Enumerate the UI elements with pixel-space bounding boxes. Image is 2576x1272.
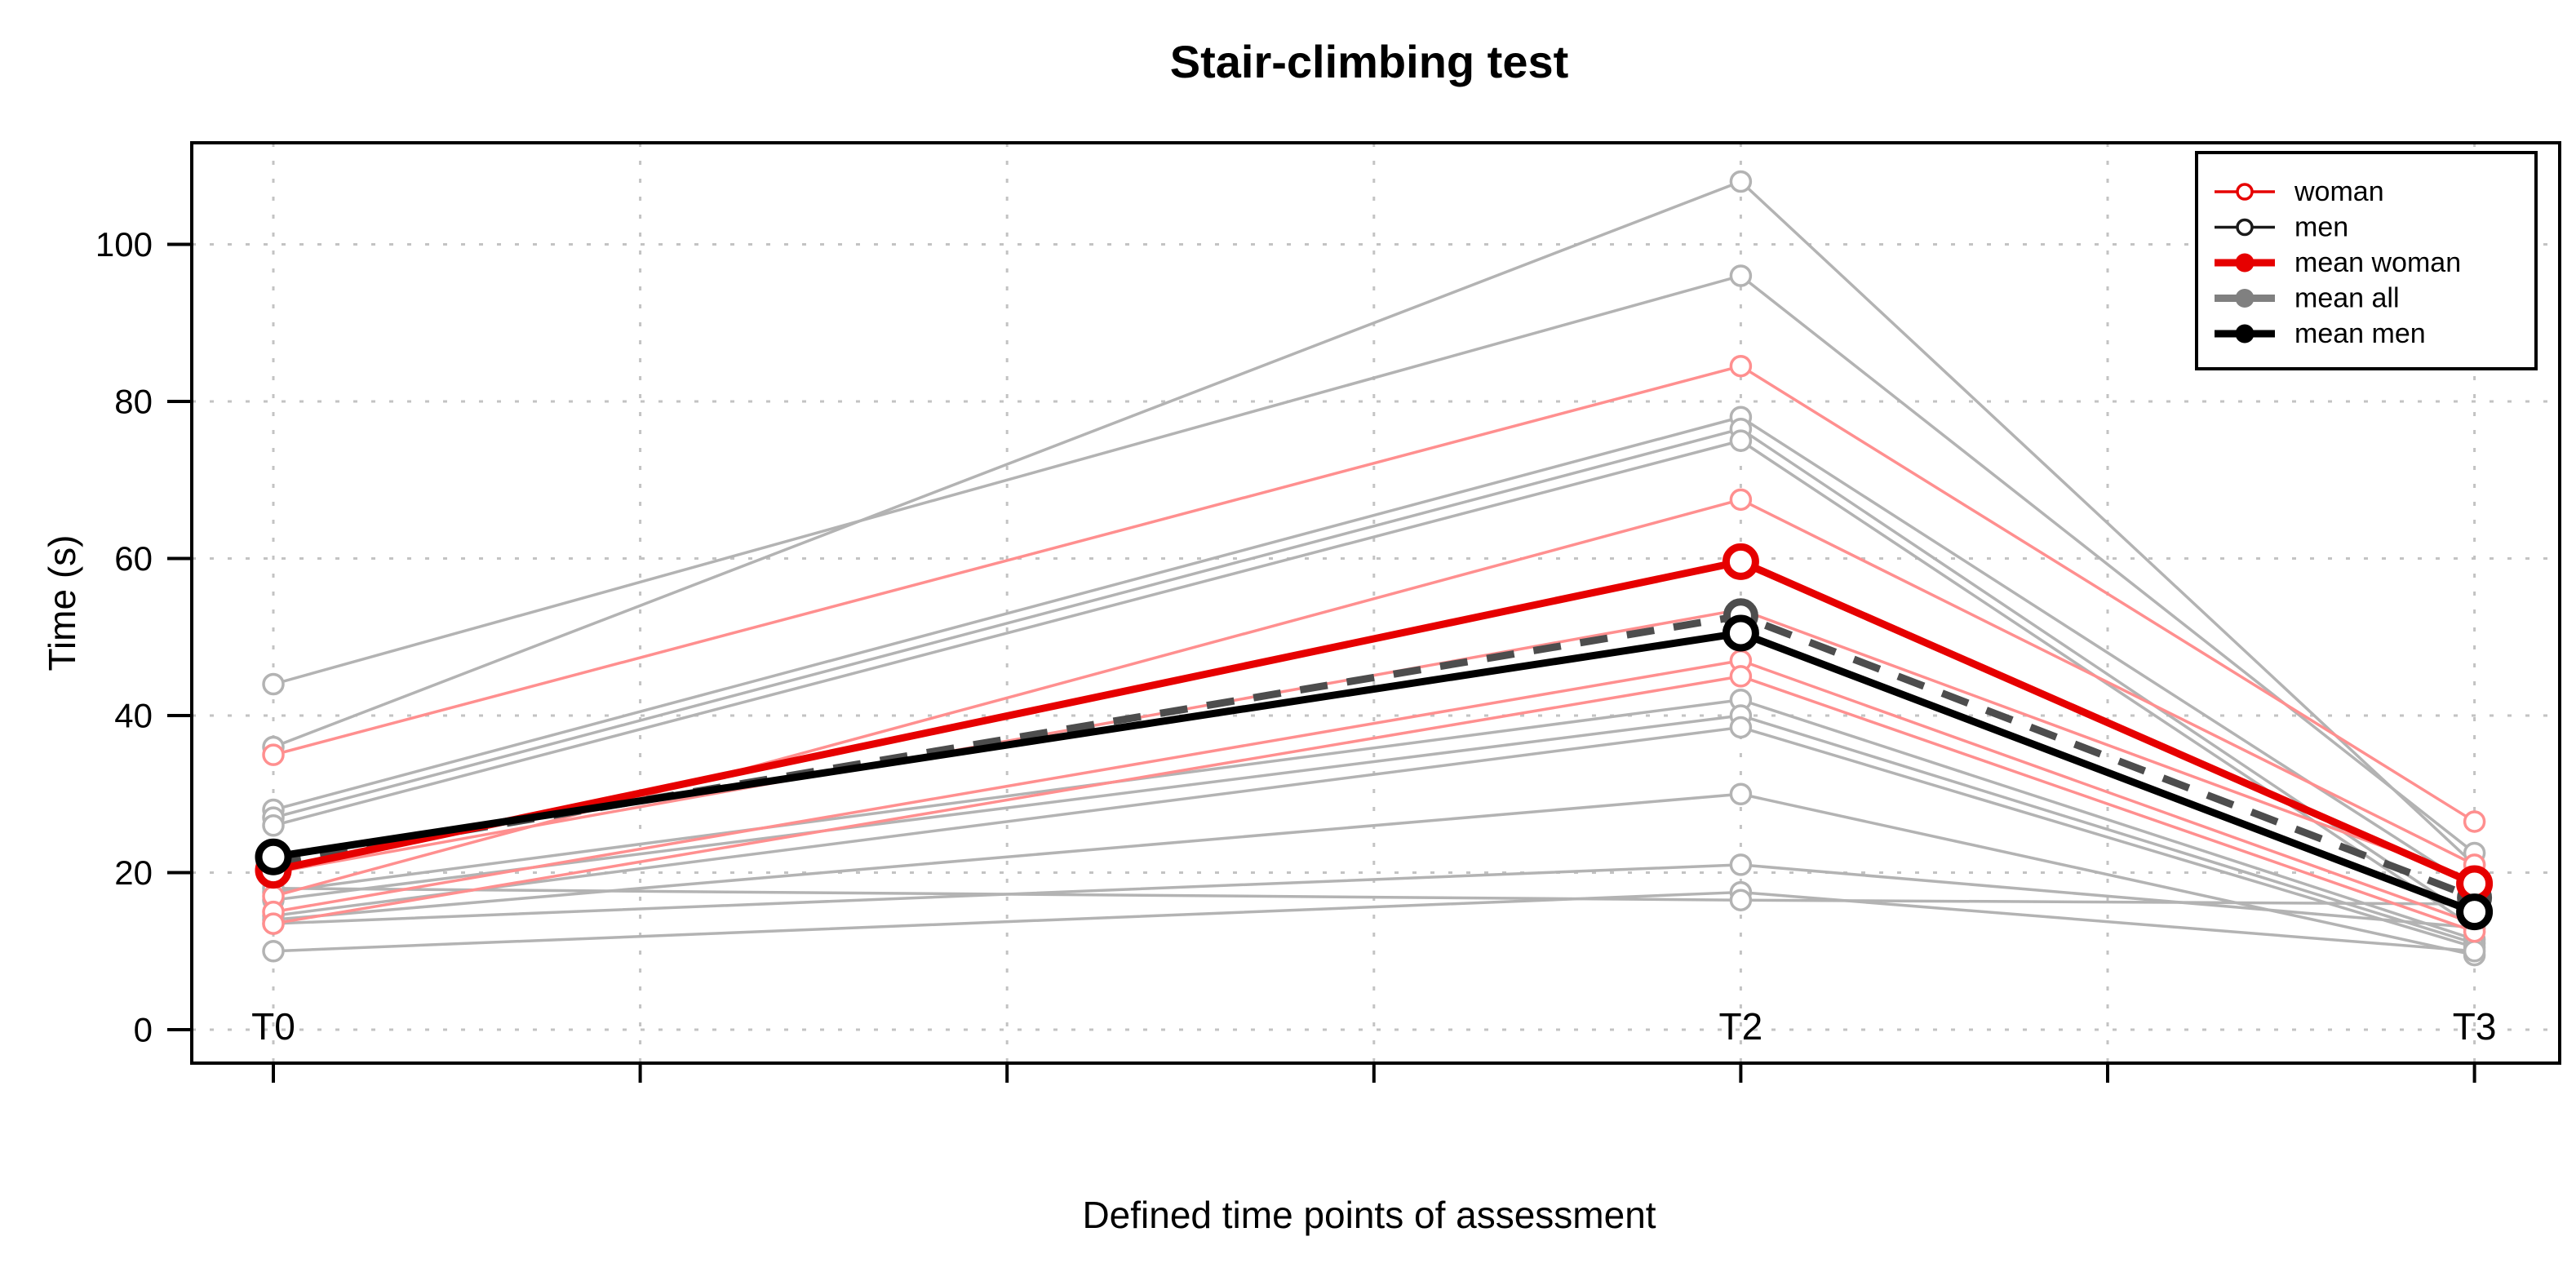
- legend-marker-open: [2236, 218, 2254, 237]
- marker-men-5-T2: [1729, 429, 1753, 452]
- x-axis-label: Defined time points of assessment: [1082, 1194, 1656, 1236]
- legend-label: mean woman: [2294, 247, 2461, 278]
- series-men-11: [262, 880, 2486, 963]
- legend-label: mean men: [2294, 318, 2426, 349]
- marker-men-2-T2: [1729, 264, 1753, 287]
- line-men-12: [273, 887, 2475, 906]
- legend-marker-filled: [2235, 289, 2255, 308]
- y-tick-label-20: 20: [114, 853, 153, 892]
- marker-men-9-T2: [1729, 782, 1753, 805]
- marker-mean-men-T2: [1722, 614, 1759, 652]
- legend-item-mean-men: mean men: [2215, 318, 2426, 349]
- marker-men-2-T0: [262, 672, 285, 696]
- series-woman-1: [262, 354, 2486, 833]
- marker-mean-woman-T2: [1722, 543, 1759, 580]
- legend-marker-open: [2236, 183, 2254, 201]
- y-axis-label: Time (s): [41, 535, 83, 671]
- legend-item-woman: woman: [2215, 176, 2384, 207]
- legend-marker-filled: [2235, 324, 2255, 343]
- marker-men-11-T3: [2463, 940, 2486, 963]
- series-lines: [255, 170, 2494, 967]
- marker-men-8-T2: [1729, 716, 1753, 739]
- chart-title: Stair-climbing test: [1170, 36, 1569, 87]
- axis-ticks-and-labels: 0 20 40 60 80 100: [95, 225, 2476, 1083]
- x-category-label-T3: T3: [2453, 1005, 2497, 1048]
- marker-men-10-T2: [1729, 853, 1753, 876]
- legend-label: woman: [2294, 176, 2384, 207]
- marker-men-11-T0: [262, 940, 285, 963]
- legend-item-men: men: [2215, 212, 2348, 243]
- x-category-label-T2: T2: [1719, 1005, 1763, 1048]
- y-tick-label-60: 60: [114, 539, 153, 578]
- marker-woman-5-T0: [262, 912, 285, 935]
- y-tick-label-100: 100: [95, 225, 153, 264]
- legend-item-mean-woman: mean woman: [2215, 247, 2461, 278]
- marker-men-12-T2: [1729, 889, 1753, 911]
- marker-woman-5-T2: [1729, 665, 1753, 688]
- marker-woman-1-T3: [2463, 810, 2486, 833]
- marker-mean-men-T0: [255, 838, 292, 875]
- legend: woman men mean woman mean all mean men: [2195, 151, 2538, 370]
- y-tick-label-40: 40: [114, 697, 153, 735]
- x-category-labels: T0 T2 T3: [251, 1005, 2496, 1048]
- line-men-2: [273, 274, 2476, 854]
- marker-woman-2-T2: [1729, 488, 1753, 512]
- x-category-label-T0: T0: [251, 1005, 295, 1048]
- legend-label: mean all: [2294, 283, 2400, 314]
- marker-mean-men-T3: [2456, 893, 2494, 931]
- plot-border: [190, 141, 2561, 1065]
- y-tick-label-0: 0: [134, 1011, 153, 1049]
- y-tick-label-80: 80: [114, 383, 153, 421]
- legend-label: men: [2294, 212, 2348, 243]
- legend-marker-filled: [2235, 253, 2255, 273]
- marker-woman-1-T0: [262, 743, 285, 766]
- marker-men-5-T0: [262, 814, 285, 837]
- marker-men-1-T2: [1729, 170, 1753, 193]
- series-woman-5: [262, 665, 2486, 943]
- series-mean-men: [255, 614, 2494, 931]
- legend-item-mean-all: mean all: [2215, 283, 2400, 314]
- marker-woman-1-T2: [1729, 354, 1753, 378]
